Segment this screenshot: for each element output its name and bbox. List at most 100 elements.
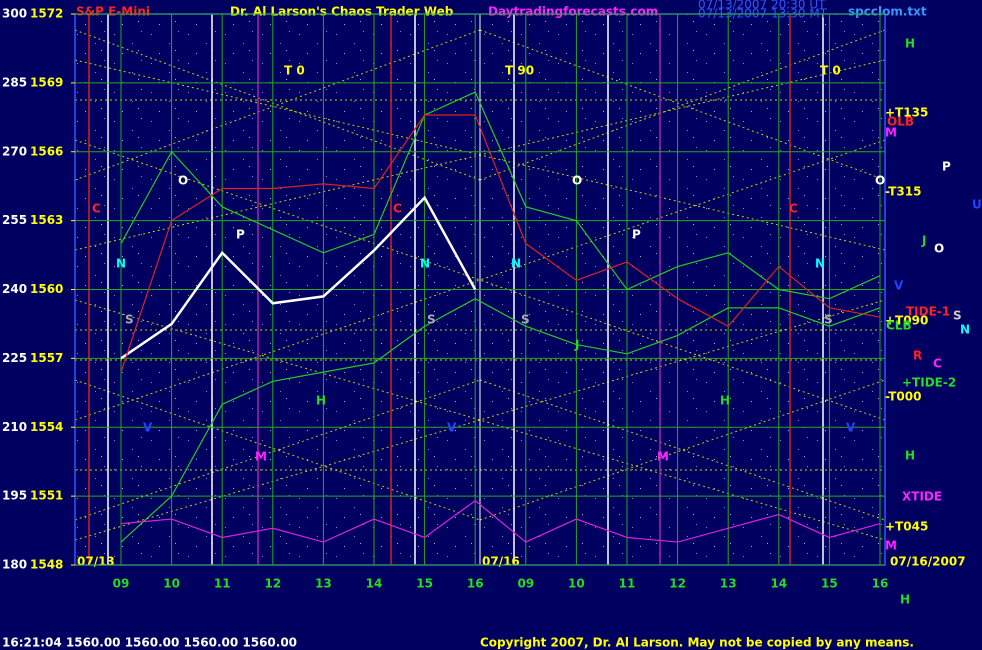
- annotation: C: [933, 357, 942, 371]
- y-tick-label: 195: [2, 489, 27, 503]
- x-tick-label: 09: [113, 577, 130, 591]
- annotation: T 90: [505, 64, 534, 78]
- y-tick-label: 255: [2, 213, 27, 227]
- date-label: 07/13: [77, 555, 115, 569]
- x-tick-label: 14: [770, 577, 787, 591]
- guide-line: [479, 29, 886, 181]
- y-tick-label: 225: [2, 351, 27, 365]
- annotation: N: [960, 323, 970, 337]
- y2-tick-label: 1554: [30, 420, 63, 434]
- annotation: O: [572, 174, 582, 188]
- annotation: P: [942, 160, 951, 174]
- annotation: C: [393, 202, 402, 216]
- x-tick-label: 16: [872, 577, 889, 591]
- annotation: +T135: [885, 106, 928, 120]
- x-tick-label: 13: [720, 577, 737, 591]
- annotation: +TIDE-2: [902, 376, 956, 390]
- annotation: S: [125, 313, 134, 327]
- annotation: O: [934, 242, 944, 256]
- annotation: H: [720, 394, 730, 408]
- x-tick-label: 11: [214, 577, 231, 591]
- guide-line: [74, 299, 886, 541]
- chart-title: Dr. Al Larson's Chaos Trader Web: [230, 5, 454, 19]
- date-label: 07/16: [482, 555, 520, 569]
- x-tick-label: 12: [264, 577, 281, 591]
- x-tick-label: 10: [163, 577, 180, 591]
- annotation: M: [255, 450, 267, 464]
- y-tick-label: 285: [2, 75, 27, 89]
- copyright: Copyright 2007, Dr. Al Larson. May not b…: [480, 636, 914, 650]
- annotation: T 0: [820, 64, 841, 78]
- y-tick-label: 180: [2, 558, 27, 572]
- annotation: M: [657, 450, 669, 464]
- x-tick-label: 12: [669, 577, 686, 591]
- annotation: H: [905, 37, 915, 51]
- stamp: 07/13/2007 20:30 UT: [698, 0, 826, 12]
- y-tick-label: 210: [2, 420, 27, 434]
- file-name: spcclom.txt: [848, 5, 927, 19]
- x-tick-label: 15: [416, 577, 433, 591]
- x-tick-label: 10: [568, 577, 585, 591]
- x-tick-label: 11: [619, 577, 636, 591]
- annotation: -T000: [885, 390, 921, 404]
- x-tick-label: 15: [821, 577, 838, 591]
- guide-line: [479, 379, 886, 521]
- annotation: M: [885, 539, 897, 553]
- series-line: [120, 499, 881, 543]
- annotation: U: [972, 198, 982, 212]
- y2-tick-label: 1569: [30, 75, 63, 89]
- annotation: N: [511, 257, 521, 271]
- annotation: J: [921, 234, 926, 248]
- status: 16:21:04 1560.00 1560.00 1560.00 1560.00: [2, 636, 297, 650]
- annotation: S: [953, 309, 962, 323]
- series-line: [120, 114, 881, 373]
- guide-line: [74, 299, 886, 541]
- annotation: V: [143, 421, 153, 435]
- x-tick-label: 14: [366, 577, 383, 591]
- guide-line: [74, 379, 481, 521]
- annotation: J: [574, 338, 579, 352]
- annotation: C: [92, 202, 101, 216]
- site: Daytradingforecasts.com: [488, 5, 658, 19]
- annotation: C: [789, 202, 798, 216]
- symbol: S&P E-Mini: [76, 5, 150, 19]
- guide-line: [74, 29, 481, 181]
- annotation: M: [885, 126, 897, 140]
- y2-tick-label: 1551: [30, 489, 63, 503]
- annotation: XTIDE: [902, 490, 942, 504]
- annotation: H: [905, 449, 915, 463]
- date-label: 07/16/2007: [890, 555, 966, 569]
- y2-tick-label: 1572: [30, 7, 63, 21]
- annotation: R: [913, 349, 922, 363]
- annotation: TIDE-1: [906, 305, 950, 319]
- annotation: -T315: [885, 185, 921, 199]
- y-tick-label: 300: [2, 7, 27, 21]
- y-tick-label: 270: [2, 144, 27, 158]
- guide-line: [74, 379, 481, 521]
- annotation: V: [846, 421, 856, 435]
- annotation: N: [116, 257, 126, 271]
- y-tick-label: 240: [2, 282, 27, 296]
- series-line: [120, 195, 477, 360]
- annotation: +T045: [885, 520, 928, 534]
- annotation: H: [316, 394, 326, 408]
- annotation: H: [900, 593, 910, 607]
- annotation: S: [427, 313, 436, 327]
- x-tick-label: 13: [315, 577, 332, 591]
- annotation: V: [894, 279, 904, 293]
- annotation: OLB: [887, 115, 914, 129]
- annotation: S: [521, 313, 530, 327]
- annotation: T 0: [284, 64, 305, 78]
- annotation: V: [447, 421, 457, 435]
- annotation: CLB: [886, 319, 912, 333]
- y2-tick-label: 1557: [30, 351, 63, 365]
- guide-line: [479, 379, 886, 521]
- x-tick-label: 16: [467, 577, 484, 591]
- x-tick-label: 09: [517, 577, 534, 591]
- annotation: P: [632, 228, 641, 242]
- y2-tick-label: 1563: [30, 213, 63, 227]
- annotation: O: [178, 174, 188, 188]
- y2-tick-label: 1548: [30, 558, 63, 572]
- y2-tick-label: 1560: [30, 282, 63, 296]
